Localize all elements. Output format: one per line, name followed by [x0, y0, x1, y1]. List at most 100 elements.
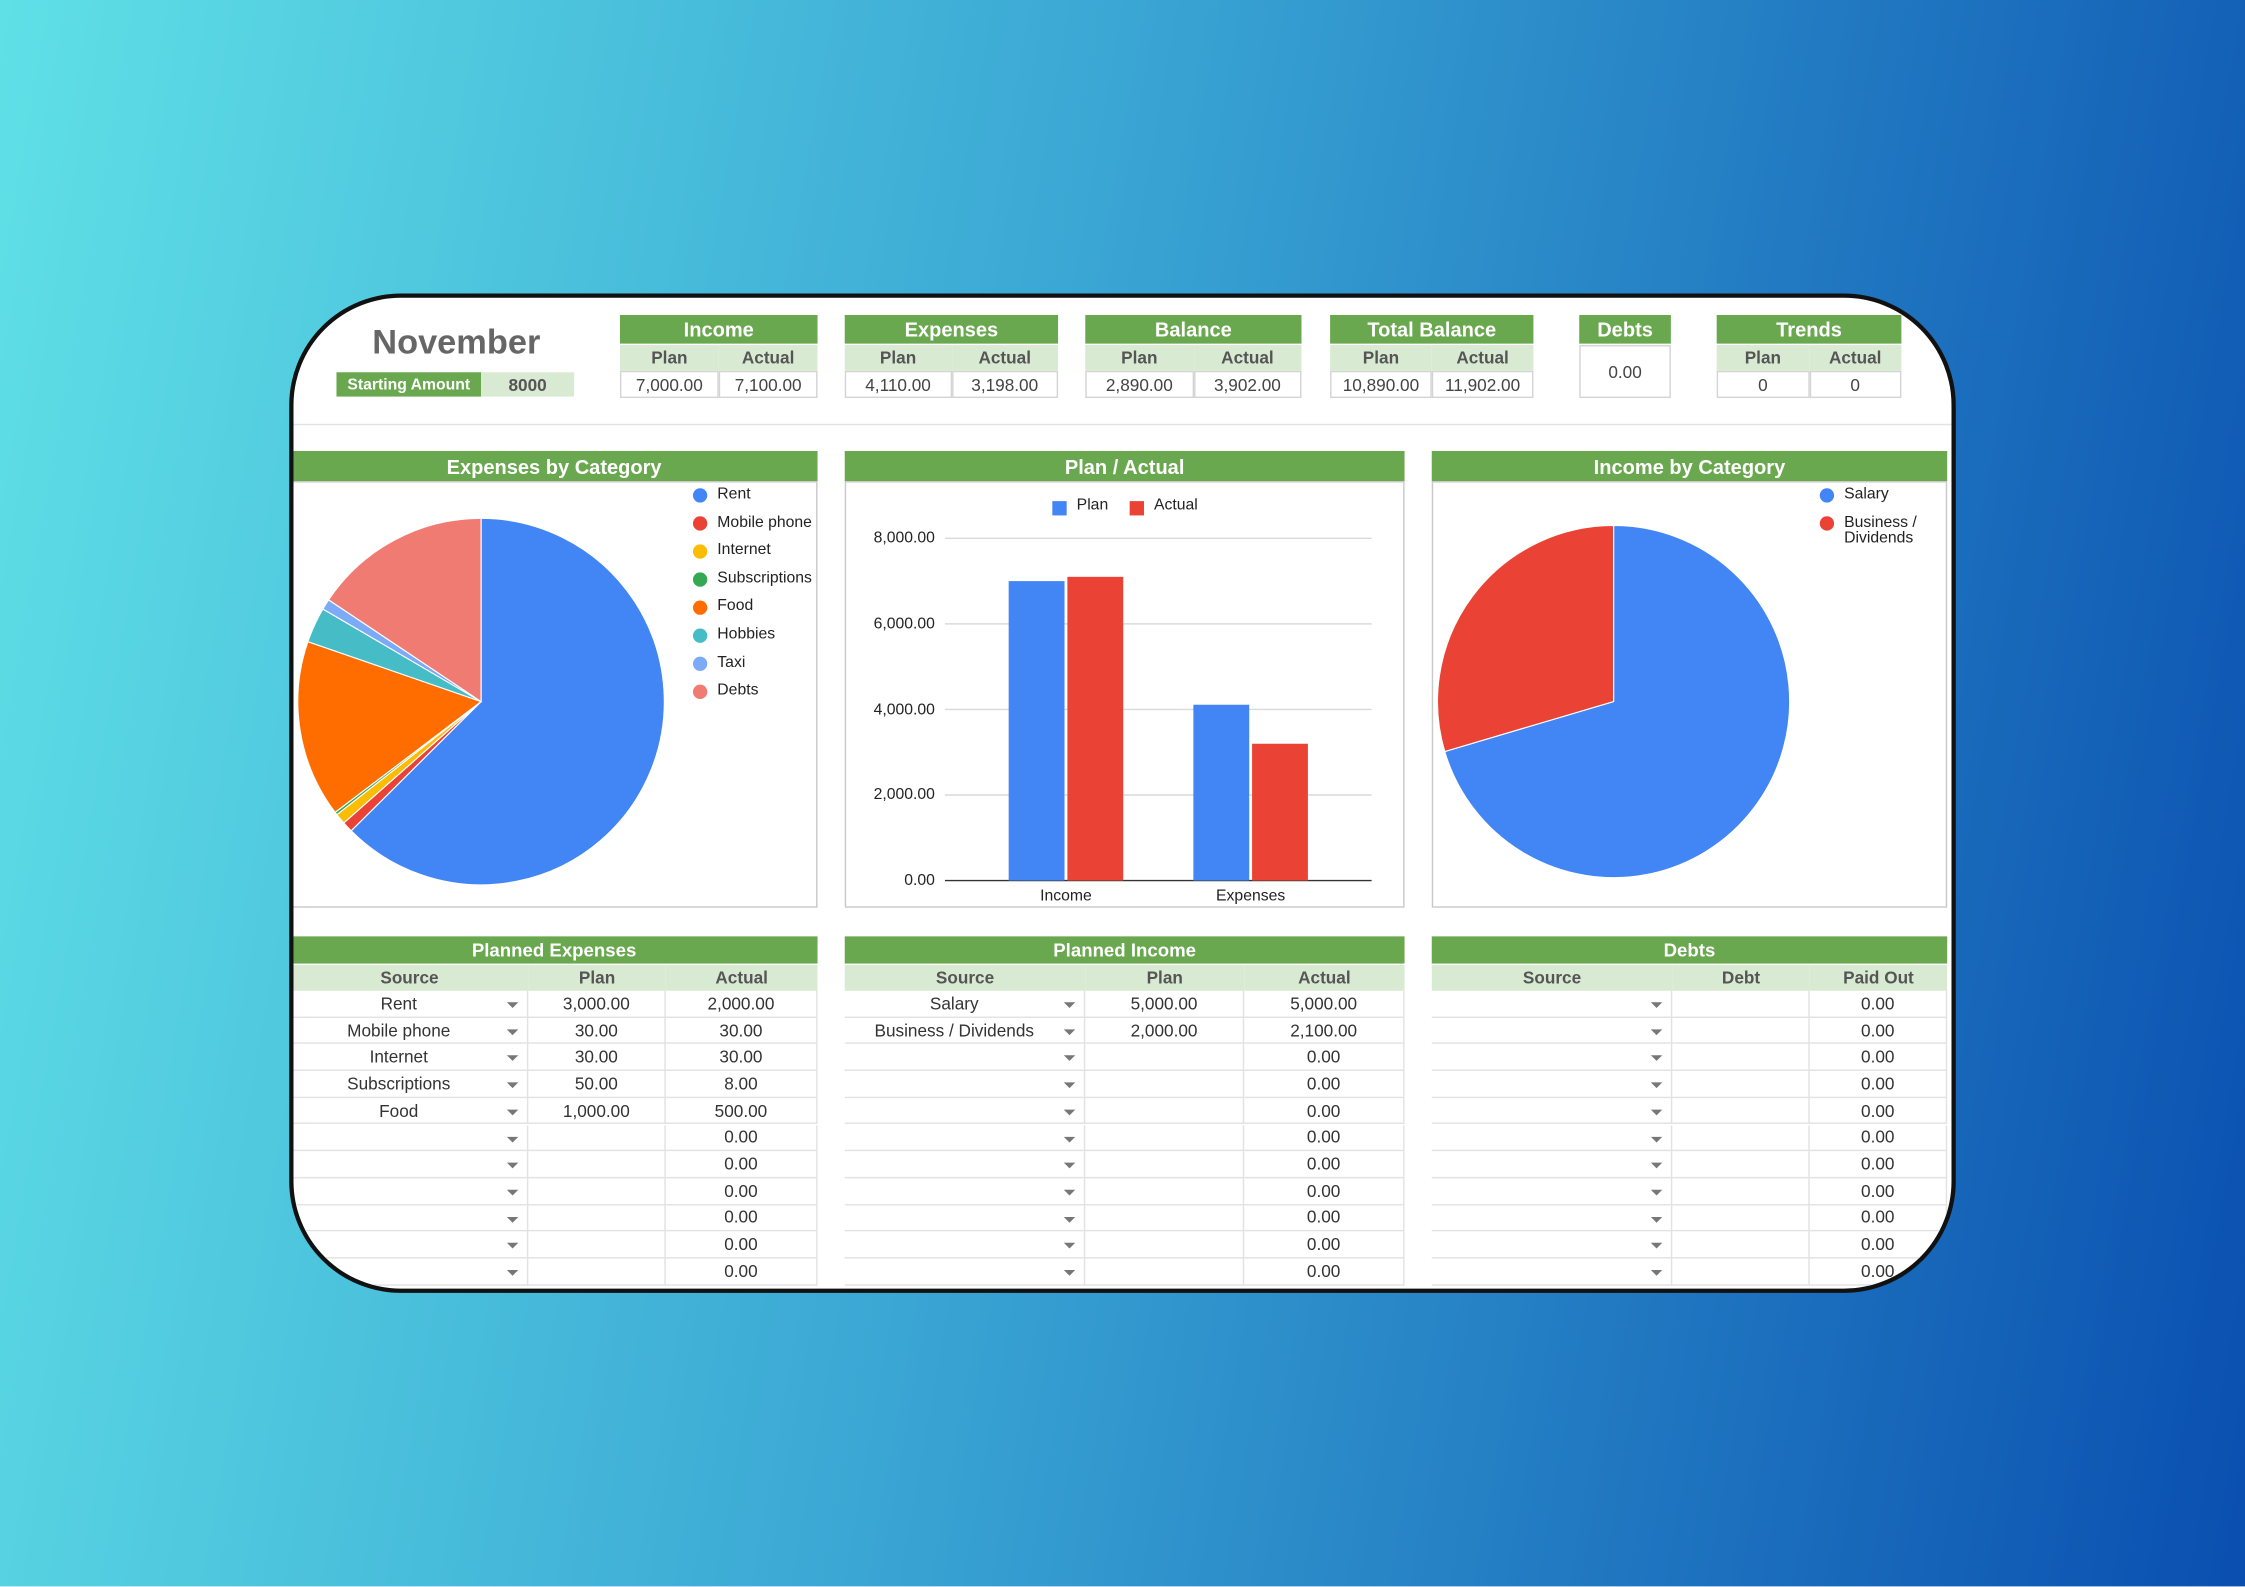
- table-cell: [1431, 990, 1673, 1018]
- table-cell: [528, 1124, 666, 1152]
- table-cell: [1672, 1151, 1810, 1179]
- pie-slice: [1436, 524, 1615, 753]
- table-cell: 0.00: [1809, 1124, 1948, 1152]
- table-cell: 0.00: [665, 1231, 818, 1259]
- summary-value: 0: [1716, 370, 1810, 399]
- table-cell: [1085, 1044, 1245, 1072]
- table-cell: Subscriptions: [293, 1071, 529, 1098]
- table-cell: [293, 1178, 529, 1205]
- summary-column-header: Actual: [1193, 345, 1302, 371]
- table-cell: [1672, 1071, 1810, 1098]
- summary-value: 10,890.00: [1330, 370, 1432, 399]
- table-cell: 0.00: [1244, 1258, 1405, 1286]
- table-cell: [1672, 1044, 1810, 1072]
- table-cell: [1431, 1151, 1673, 1179]
- legend-label: Rent: [717, 486, 751, 503]
- table-cell: [844, 1044, 1086, 1072]
- table-cell: [844, 1258, 1086, 1286]
- summary-title: Trends: [1716, 314, 1902, 344]
- pie-slice: [350, 517, 665, 886]
- table-cell: [1431, 1258, 1673, 1286]
- bar: [1067, 576, 1124, 881]
- summary-column-header: Plan: [1330, 345, 1432, 371]
- table-cell: Food: [293, 1097, 529, 1125]
- table-cell: [528, 1258, 666, 1286]
- legend-label: Mobile phone: [717, 514, 812, 531]
- legend-swatch: [692, 656, 708, 671]
- table-cell: 0.00: [1244, 1204, 1405, 1232]
- column-header: Source: [844, 965, 1086, 991]
- chart-title: Plan / Actual: [844, 451, 1405, 482]
- table-cell: 2,100.00: [1244, 1017, 1405, 1045]
- summary-value: 7,000.00: [619, 370, 719, 399]
- legend-swatch: [692, 628, 708, 643]
- table-cell: 0.00: [1244, 1097, 1405, 1125]
- column-header: Plan: [1085, 965, 1245, 991]
- table-cell: [1672, 1231, 1810, 1259]
- x-tick-label: Income: [1040, 887, 1092, 905]
- table-cell: [1085, 1151, 1245, 1179]
- legend-label: Hobbies: [717, 627, 776, 643]
- summary-value: 0: [1809, 370, 1902, 399]
- table-cell: [844, 1124, 1086, 1152]
- table-title: Debts: [1431, 936, 1948, 964]
- chart-panel: [844, 481, 1405, 908]
- y-tick-label: 0.00: [904, 871, 935, 890]
- legend-label: Business / Dividends: [1844, 514, 1917, 547]
- separator: [293, 423, 1952, 426]
- legend-swatch: [1819, 488, 1835, 503]
- table-cell: [1431, 1178, 1673, 1205]
- column-header: Source: [293, 965, 529, 991]
- table-cell: [1672, 1017, 1810, 1045]
- summary-title: Debts: [1579, 314, 1671, 344]
- table-cell: Internet: [293, 1044, 529, 1072]
- table-cell: [844, 1071, 1086, 1098]
- table-cell: [1672, 1178, 1810, 1205]
- table-cell: 3,000.00: [528, 990, 666, 1018]
- column-header: Actual: [1244, 965, 1405, 991]
- pie-slice: [1444, 524, 1791, 879]
- table-cell: 0.00: [1244, 1044, 1405, 1072]
- table-cell: [1085, 1097, 1245, 1125]
- summary-column-header: Actual: [1809, 345, 1902, 371]
- table-cell: [1431, 1017, 1673, 1045]
- table-cell: 8.00: [665, 1071, 818, 1098]
- bar: [1193, 704, 1250, 881]
- legend-swatch: [692, 544, 708, 559]
- table-cell: 30.00: [665, 1044, 818, 1072]
- chart-title: Income by Category: [1431, 451, 1948, 482]
- table-cell: [1672, 1124, 1810, 1152]
- legend-swatch: [692, 600, 708, 615]
- legend-label: Plan: [1076, 498, 1109, 515]
- table-cell: Business / Dividends: [844, 1017, 1086, 1045]
- table-cell: 0.00: [1244, 1231, 1405, 1259]
- summary-title: Expenses: [844, 314, 1059, 344]
- column-header: Actual: [665, 965, 818, 991]
- table-cell: [293, 1124, 529, 1152]
- summary-title: Balance: [1085, 314, 1302, 344]
- summary-column-header: Plan: [619, 345, 719, 371]
- table-cell: 0.00: [665, 1178, 818, 1205]
- table-cell: 500.00: [665, 1097, 818, 1125]
- table-cell: [293, 1258, 529, 1286]
- summary-column-header: Actual: [718, 345, 818, 371]
- table-cell: [1431, 1097, 1673, 1125]
- table-cell: 0.00: [1244, 1178, 1405, 1205]
- legend-label: Internet: [717, 542, 771, 559]
- table-title: Planned Expenses: [293, 936, 818, 964]
- starting-amount-label: Starting Amount: [336, 372, 482, 397]
- column-header: Plan: [528, 965, 666, 991]
- summary-column-header: Plan: [844, 345, 952, 371]
- table-cell: [1431, 1071, 1673, 1098]
- legend-label: Salary: [1844, 486, 1889, 503]
- starting-amount: 8000: [481, 372, 575, 397]
- legend-label: Debts: [717, 683, 759, 699]
- legend-label: Actual: [1153, 498, 1198, 515]
- legend-swatch: [692, 572, 708, 587]
- summary-value: 0.00: [1579, 345, 1671, 399]
- table-cell: [1672, 990, 1810, 1018]
- table-title: Planned Income: [844, 936, 1405, 964]
- table-cell: [1085, 1231, 1245, 1259]
- table-cell: [528, 1231, 666, 1259]
- table-cell: 5,000.00: [1244, 990, 1405, 1018]
